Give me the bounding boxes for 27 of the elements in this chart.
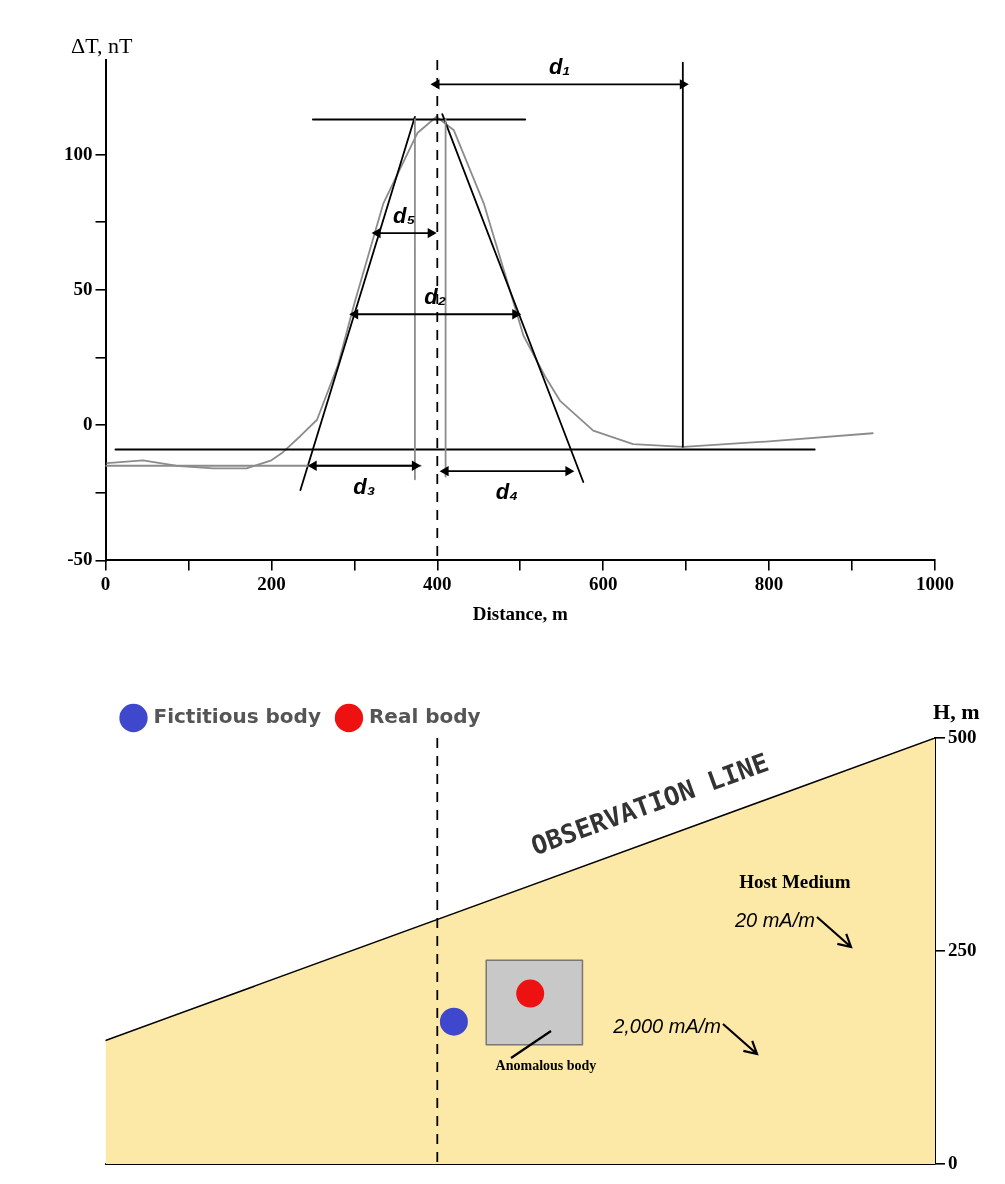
- series-label: d₄: [495, 479, 519, 505]
- legend-label: Fictitious body: [153, 704, 321, 729]
- series-label: d₂: [424, 284, 447, 310]
- annotation: 20 mA/m: [733, 908, 815, 931]
- y2-tick-label: 250: [948, 938, 977, 960]
- series-label: d₃: [353, 473, 376, 499]
- y-tick-label: -50: [67, 548, 93, 570]
- x-tick-label: 200: [257, 572, 286, 594]
- x-tick-label: 1000: [916, 572, 954, 594]
- x-tick-label: 600: [588, 572, 618, 594]
- annotation: Anomalous body: [495, 1057, 597, 1073]
- y-axis-title: ΔT, nT: [71, 32, 133, 58]
- y-tick-label: 50: [73, 277, 93, 299]
- legend-label: Real body: [368, 704, 481, 729]
- x-tick-label: 400: [423, 572, 452, 594]
- y2-tick-label: 500: [948, 725, 977, 747]
- y-tick-label: 100: [64, 142, 93, 164]
- annotation: Host Medium: [739, 870, 851, 892]
- series-label: d₅: [393, 203, 416, 229]
- series-label: d₁: [549, 54, 571, 80]
- y2-tick-label: 0: [948, 1151, 958, 1173]
- y2-axis-title: H, m: [933, 698, 980, 724]
- y-tick-label: 0: [83, 413, 93, 435]
- x-axis-title: Distance, m: [472, 602, 568, 624]
- x-tick-label: 0: [100, 572, 111, 594]
- annotation: 2,000 mA/m: [612, 1015, 721, 1038]
- x-tick-label: 800: [754, 572, 784, 594]
